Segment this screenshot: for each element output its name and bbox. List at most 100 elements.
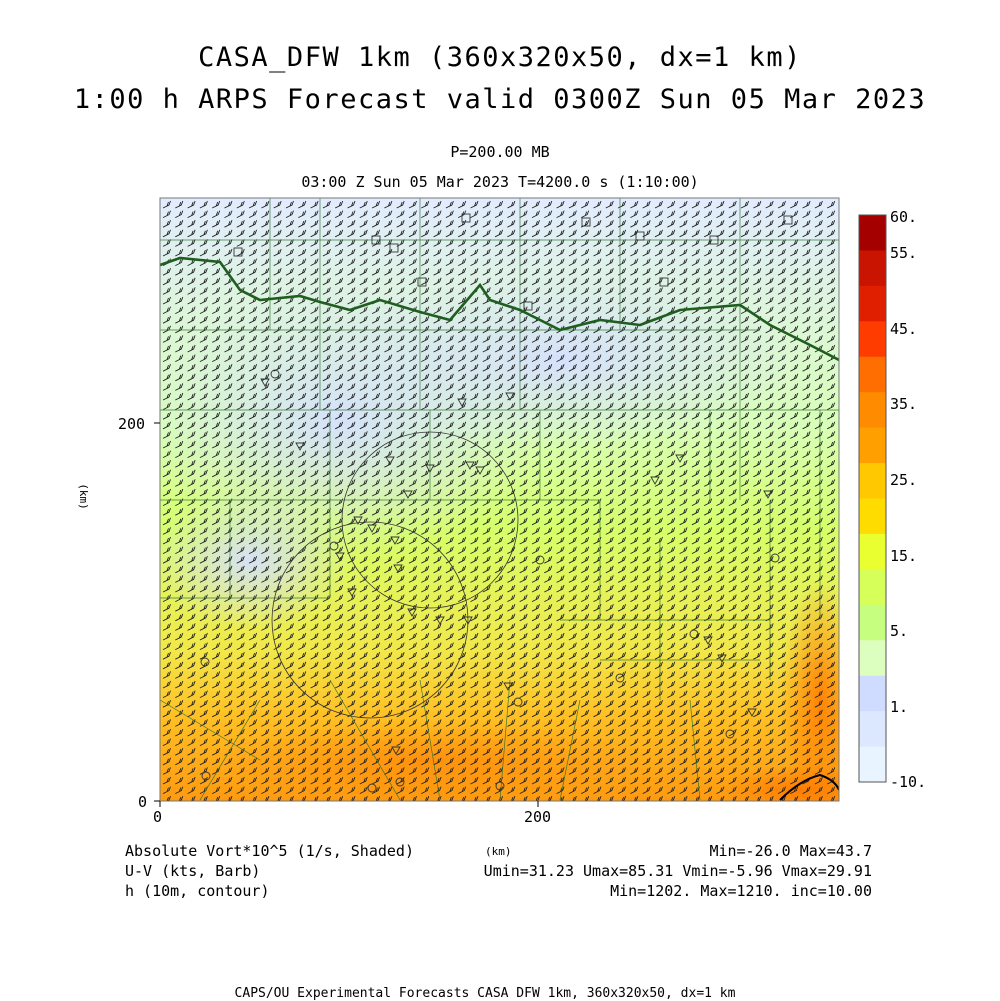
- radar-range-rings: [271, 431, 519, 719]
- station-triangle: [717, 654, 727, 663]
- station-square: [417, 277, 427, 287]
- station-triangle: [703, 636, 713, 645]
- station-circle: [495, 781, 505, 791]
- station-circle: [725, 729, 735, 739]
- station-triangle: [407, 608, 417, 617]
- cbar-label-5: 5.: [890, 622, 909, 640]
- y-tick-200: 200: [118, 415, 146, 433]
- station-square: [461, 213, 471, 223]
- height-range: Min=1202. Max=1210. inc=10.00: [610, 882, 872, 900]
- plot-frame: [159, 197, 840, 802]
- station-triangle: [393, 564, 403, 573]
- station-markers: [200, 213, 793, 793]
- vorticity-range: Min=-26.0 Max=43.7: [709, 842, 872, 860]
- station-square: [709, 235, 719, 245]
- station-triangle: [385, 456, 395, 465]
- colorbar-segment: [859, 463, 886, 499]
- cbar-label-55: 55.: [890, 244, 918, 262]
- cbar-label-45: 45.: [890, 320, 918, 338]
- x-tick-200: 200: [524, 808, 552, 826]
- y-tick-0: 0: [138, 793, 148, 811]
- colorbar-segment: [859, 427, 886, 464]
- station-triangle: [650, 476, 660, 485]
- station-triangle: [391, 746, 401, 755]
- station-square: [581, 217, 591, 227]
- station-triangle: [335, 552, 345, 561]
- colorbar-segment: [859, 533, 886, 570]
- station-square: [635, 231, 645, 241]
- station-triangle: [465, 461, 475, 470]
- legend-wind: U-V (kts, Barb): [125, 862, 261, 880]
- colorbar-segment: [859, 640, 886, 677]
- cbar-label-15: 15.: [890, 547, 918, 565]
- station-triangle: [347, 588, 357, 597]
- county-boundaries: [160, 198, 839, 801]
- station-triangle: [463, 616, 473, 625]
- level-label: P=200.00 MB: [450, 143, 550, 161]
- colorbar-segment: [859, 675, 886, 712]
- wind-range: Umin=31.23 Umax=85.31 Vmin=-5.96 Vmax=29…: [483, 862, 872, 880]
- station-square: [659, 277, 669, 287]
- colorbar-segment: [859, 392, 886, 429]
- station-circle: [367, 783, 377, 793]
- station-circle: [535, 555, 545, 565]
- station-circle: [513, 697, 523, 707]
- cbar-label-25: 25.: [890, 471, 918, 489]
- colorbar-segment: [859, 569, 886, 606]
- station-triangle: [353, 516, 363, 525]
- colorbar-segment: [859, 215, 886, 251]
- cbar-label-35: 35.: [890, 395, 918, 413]
- station-triangle: [260, 378, 270, 387]
- station-square: [389, 243, 399, 253]
- station-triangle: [390, 536, 400, 545]
- station-square: [523, 301, 533, 311]
- station-square: [371, 235, 381, 245]
- title-line-2: 1:00 h ARPS Forecast valid 0300Z Sun 05 …: [73, 84, 927, 115]
- colorbar-segment: [859, 356, 886, 393]
- station-triangle: [403, 490, 413, 499]
- cbar-label-1: 1.: [890, 698, 909, 716]
- station-triangle: [747, 708, 757, 717]
- station-triangle: [367, 524, 377, 533]
- title-line-1: CASA_DFW 1km (360x320x50, dx=1 km): [198, 42, 802, 73]
- station-circle: [270, 369, 280, 379]
- station-circle: [395, 777, 405, 787]
- station-circle: [615, 673, 625, 683]
- red-river-boundary: [160, 256, 839, 362]
- station-circle: [770, 553, 780, 563]
- colorbar-segment: [859, 711, 886, 748]
- footer-credit: CAPS/OU Experimental Forecasts CASA DFW …: [234, 986, 736, 1001]
- station-triangle: [425, 464, 435, 473]
- station-triangle: [295, 442, 305, 451]
- y-axis-unit: (km): [76, 483, 90, 510]
- vorticity-shading: [160, 198, 839, 801]
- colorbar-segment: [859, 746, 886, 783]
- colorbar: [859, 215, 886, 783]
- valid-time-label: 03:00 Z Sun 05 Mar 2023 T=4200.0 s (1:10…: [301, 173, 699, 191]
- axis-ticks: [154, 422, 539, 807]
- station-triangle: [503, 682, 513, 691]
- x-axis-unit: (km): [485, 845, 512, 858]
- wind-barbs: [162, 200, 836, 801]
- x-tick-0: 0: [153, 808, 163, 826]
- cbar-label-60: 60.: [890, 208, 918, 226]
- station-circle: [329, 541, 339, 551]
- colorbar-segment: [859, 321, 886, 358]
- height-contour: [779, 773, 839, 801]
- station-square: [783, 215, 793, 225]
- colorbar-frame: [858, 214, 887, 783]
- colorbar-segment: [859, 498, 886, 535]
- colorbar-segment: [859, 250, 886, 287]
- station-triangle: [763, 490, 773, 499]
- station-triangle: [475, 466, 485, 475]
- station-triangle: [505, 392, 515, 401]
- legend-vorticity: Absolute Vort*10^5 (1/s, Shaded): [125, 842, 414, 860]
- station-triangle: [435, 616, 445, 625]
- station-circle: [201, 771, 211, 781]
- station-circle: [200, 657, 210, 667]
- station-square: [233, 247, 243, 257]
- colorbar-segment: [859, 285, 886, 322]
- cbar-label-minus10: -10.: [890, 773, 927, 791]
- station-triangle: [675, 454, 685, 463]
